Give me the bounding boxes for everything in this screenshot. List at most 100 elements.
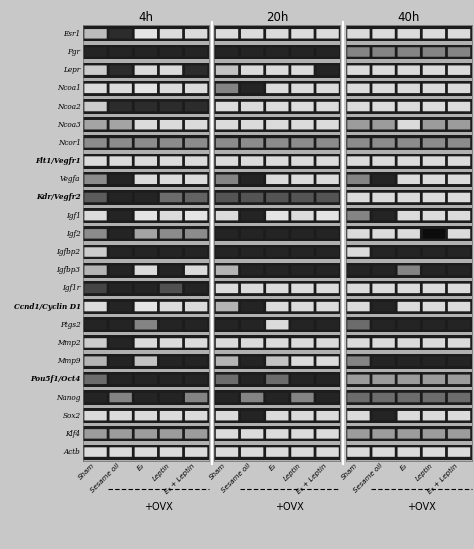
Bar	[214, 172, 340, 187]
Bar	[346, 408, 472, 423]
FancyBboxPatch shape	[423, 284, 445, 293]
FancyBboxPatch shape	[347, 447, 370, 457]
FancyBboxPatch shape	[160, 247, 182, 257]
FancyBboxPatch shape	[373, 411, 395, 421]
FancyBboxPatch shape	[135, 211, 157, 220]
Text: Ccnd1/Cyclin D1: Ccnd1/Cyclin D1	[14, 302, 81, 311]
FancyBboxPatch shape	[317, 302, 339, 311]
FancyBboxPatch shape	[216, 211, 238, 220]
FancyBboxPatch shape	[398, 374, 420, 384]
Bar	[83, 136, 209, 150]
FancyBboxPatch shape	[216, 411, 238, 421]
Bar	[214, 244, 340, 260]
FancyBboxPatch shape	[160, 266, 182, 275]
FancyBboxPatch shape	[347, 338, 370, 348]
FancyBboxPatch shape	[347, 29, 370, 38]
FancyBboxPatch shape	[266, 120, 289, 130]
FancyBboxPatch shape	[373, 247, 395, 257]
FancyBboxPatch shape	[347, 193, 370, 202]
Bar	[83, 117, 209, 132]
FancyBboxPatch shape	[347, 284, 370, 293]
Bar	[346, 335, 472, 350]
Bar	[83, 99, 209, 114]
Text: Mmp9: Mmp9	[57, 357, 81, 365]
Bar	[214, 117, 340, 132]
FancyBboxPatch shape	[135, 193, 157, 202]
FancyBboxPatch shape	[84, 356, 107, 366]
FancyBboxPatch shape	[216, 229, 238, 239]
FancyBboxPatch shape	[160, 120, 182, 130]
FancyBboxPatch shape	[373, 29, 395, 38]
Bar	[214, 99, 340, 114]
FancyBboxPatch shape	[241, 229, 264, 239]
Title: 20h: 20h	[266, 10, 289, 24]
FancyBboxPatch shape	[109, 229, 132, 239]
Bar	[83, 44, 209, 59]
FancyBboxPatch shape	[398, 411, 420, 421]
Text: Ncor1: Ncor1	[58, 139, 81, 147]
FancyBboxPatch shape	[109, 320, 132, 329]
FancyBboxPatch shape	[266, 338, 289, 348]
FancyBboxPatch shape	[448, 356, 470, 366]
FancyBboxPatch shape	[266, 102, 289, 111]
FancyBboxPatch shape	[160, 393, 182, 402]
FancyBboxPatch shape	[266, 47, 289, 57]
FancyBboxPatch shape	[109, 138, 132, 148]
FancyBboxPatch shape	[160, 374, 182, 384]
FancyBboxPatch shape	[84, 156, 107, 166]
FancyBboxPatch shape	[347, 266, 370, 275]
FancyBboxPatch shape	[216, 338, 238, 348]
Bar	[83, 335, 209, 350]
FancyBboxPatch shape	[291, 29, 314, 38]
FancyBboxPatch shape	[266, 29, 289, 38]
FancyBboxPatch shape	[398, 102, 420, 111]
Bar	[214, 190, 340, 205]
FancyBboxPatch shape	[398, 393, 420, 402]
FancyBboxPatch shape	[266, 320, 289, 329]
FancyBboxPatch shape	[448, 338, 470, 348]
FancyBboxPatch shape	[216, 284, 238, 293]
FancyBboxPatch shape	[423, 393, 445, 402]
FancyBboxPatch shape	[291, 211, 314, 220]
FancyBboxPatch shape	[291, 156, 314, 166]
Bar	[346, 26, 472, 41]
FancyBboxPatch shape	[241, 393, 264, 402]
FancyBboxPatch shape	[266, 411, 289, 421]
Bar	[83, 244, 209, 260]
FancyBboxPatch shape	[317, 447, 339, 457]
Bar	[83, 281, 209, 296]
Bar	[214, 26, 340, 41]
FancyBboxPatch shape	[135, 47, 157, 57]
FancyBboxPatch shape	[84, 229, 107, 239]
FancyBboxPatch shape	[241, 284, 264, 293]
FancyBboxPatch shape	[398, 211, 420, 220]
FancyBboxPatch shape	[109, 29, 132, 38]
FancyBboxPatch shape	[185, 229, 207, 239]
FancyBboxPatch shape	[266, 65, 289, 75]
FancyBboxPatch shape	[135, 29, 157, 38]
FancyBboxPatch shape	[347, 211, 370, 220]
FancyBboxPatch shape	[347, 102, 370, 111]
FancyBboxPatch shape	[448, 393, 470, 402]
FancyBboxPatch shape	[84, 47, 107, 57]
FancyBboxPatch shape	[241, 247, 264, 257]
FancyBboxPatch shape	[448, 138, 470, 148]
FancyBboxPatch shape	[291, 374, 314, 384]
FancyBboxPatch shape	[423, 302, 445, 311]
FancyBboxPatch shape	[373, 302, 395, 311]
FancyBboxPatch shape	[398, 338, 420, 348]
Bar	[83, 263, 209, 278]
FancyBboxPatch shape	[266, 175, 289, 184]
Bar	[214, 44, 340, 59]
FancyBboxPatch shape	[185, 138, 207, 148]
FancyBboxPatch shape	[373, 229, 395, 239]
FancyBboxPatch shape	[398, 247, 420, 257]
FancyBboxPatch shape	[398, 138, 420, 148]
FancyBboxPatch shape	[317, 266, 339, 275]
FancyBboxPatch shape	[84, 338, 107, 348]
FancyBboxPatch shape	[241, 374, 264, 384]
FancyBboxPatch shape	[423, 338, 445, 348]
Text: Sox2: Sox2	[63, 412, 81, 419]
FancyBboxPatch shape	[398, 302, 420, 311]
FancyBboxPatch shape	[135, 447, 157, 457]
